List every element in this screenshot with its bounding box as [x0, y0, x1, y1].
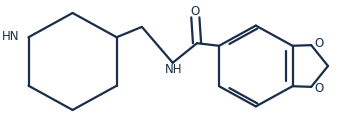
Text: O: O: [191, 5, 200, 18]
Text: O: O: [314, 82, 323, 95]
Text: HN: HN: [1, 30, 19, 43]
Text: O: O: [314, 37, 323, 50]
Text: NH: NH: [165, 63, 182, 76]
